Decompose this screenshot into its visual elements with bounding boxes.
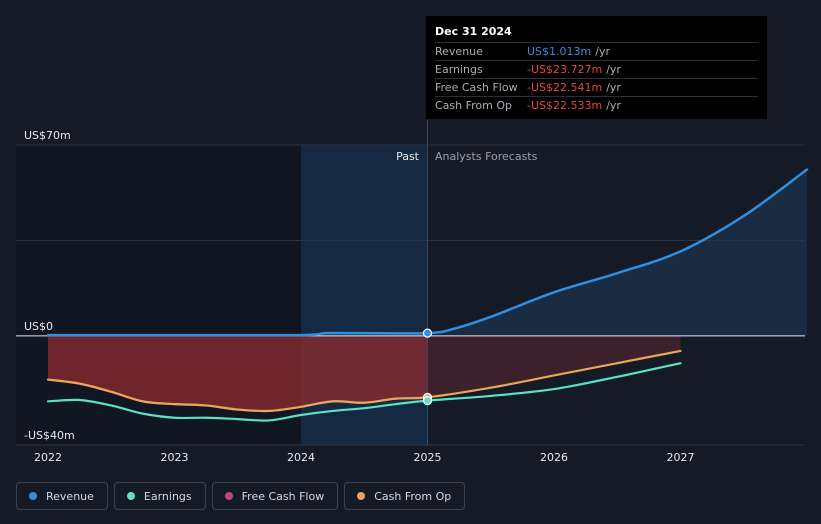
- earnings-line: [46, 362, 682, 422]
- tooltip-unit: /yr: [606, 63, 621, 76]
- legend-item-revenue[interactable]: Revenue: [16, 482, 108, 510]
- revenue-marker: [422, 328, 433, 338]
- legend-label: Earnings: [143, 489, 192, 503]
- x-tick-label: 2027: [667, 451, 695, 464]
- tooltip-label: Cash From Op: [435, 99, 513, 112]
- tooltip-row-revenue: Revenue US$1.013m /yr: [435, 42, 758, 60]
- tooltip-value: -US$23.727m: [527, 63, 603, 76]
- revenue-dot-icon: [29, 492, 37, 500]
- past-label: Past: [396, 150, 420, 163]
- tooltip-label: Free Cash Flow: [435, 81, 518, 94]
- tooltip-row-cash-from-op: Cash From Op -US$22.533m /yr: [435, 96, 758, 114]
- tooltip-date: Dec 31 2024: [435, 25, 512, 38]
- y-tick-label: US$0: [24, 320, 53, 333]
- cash-from-op-dot-icon: [357, 492, 366, 500]
- tooltip-row-free-cash-flow: Free Cash Flow -US$22.541m /yr: [435, 78, 758, 96]
- legend-item-cash-from-op[interactable]: Cash From Op: [344, 482, 466, 510]
- tooltip-label: Revenue: [435, 45, 483, 58]
- tooltip-row-earnings: Earnings -US$23.727m /yr: [435, 60, 758, 78]
- legend-label: Free Cash Flow: [241, 489, 325, 503]
- forecast-label: Analysts Forecasts: [435, 150, 538, 163]
- legend-item-free-cash-flow[interactable]: Free Cash Flow: [211, 482, 339, 510]
- tooltip-value: -US$22.541m: [527, 81, 603, 94]
- tooltip-value: -US$22.533m: [527, 99, 603, 112]
- earnings-dot-icon: [126, 492, 135, 500]
- tooltip-label: Earnings: [435, 63, 483, 76]
- tooltip-unit: /yr: [595, 45, 610, 58]
- x-tick-label: 2023: [161, 451, 189, 464]
- revenue-area: [48, 169, 807, 336]
- tooltip-unit: /yr: [606, 99, 621, 112]
- x-tick-label: 2026: [540, 451, 568, 464]
- x-tick-label: 2024: [287, 451, 315, 464]
- legend-item-earnings[interactable]: Earnings: [113, 482, 206, 510]
- y-tick-label: -US$40m: [24, 429, 75, 442]
- tooltip: Dec 31 2024 Revenue US$1.013m /yr Earnin…: [426, 16, 767, 119]
- legend-label: Cash From Op: [374, 489, 452, 503]
- x-tick-label: 2022: [34, 451, 62, 464]
- y-tick-label: US$70m: [24, 129, 71, 142]
- tooltip-value: US$1.013m: [527, 45, 592, 58]
- forecast-loss-area: [427, 335, 681, 398]
- free-cash-flow-dot-icon: [224, 492, 233, 500]
- legend-label: Revenue: [46, 489, 94, 503]
- cash-from-op-line: [46, 349, 682, 413]
- legend: Revenue Earnings Free Cash Flow Cash Fro…: [16, 482, 466, 510]
- x-tick-label: 2025: [414, 451, 442, 464]
- earnings-marker: [422, 396, 433, 406]
- revenue-line: [46, 168, 809, 337]
- tooltip-unit: /yr: [606, 81, 621, 94]
- loss-area: [48, 335, 428, 412]
